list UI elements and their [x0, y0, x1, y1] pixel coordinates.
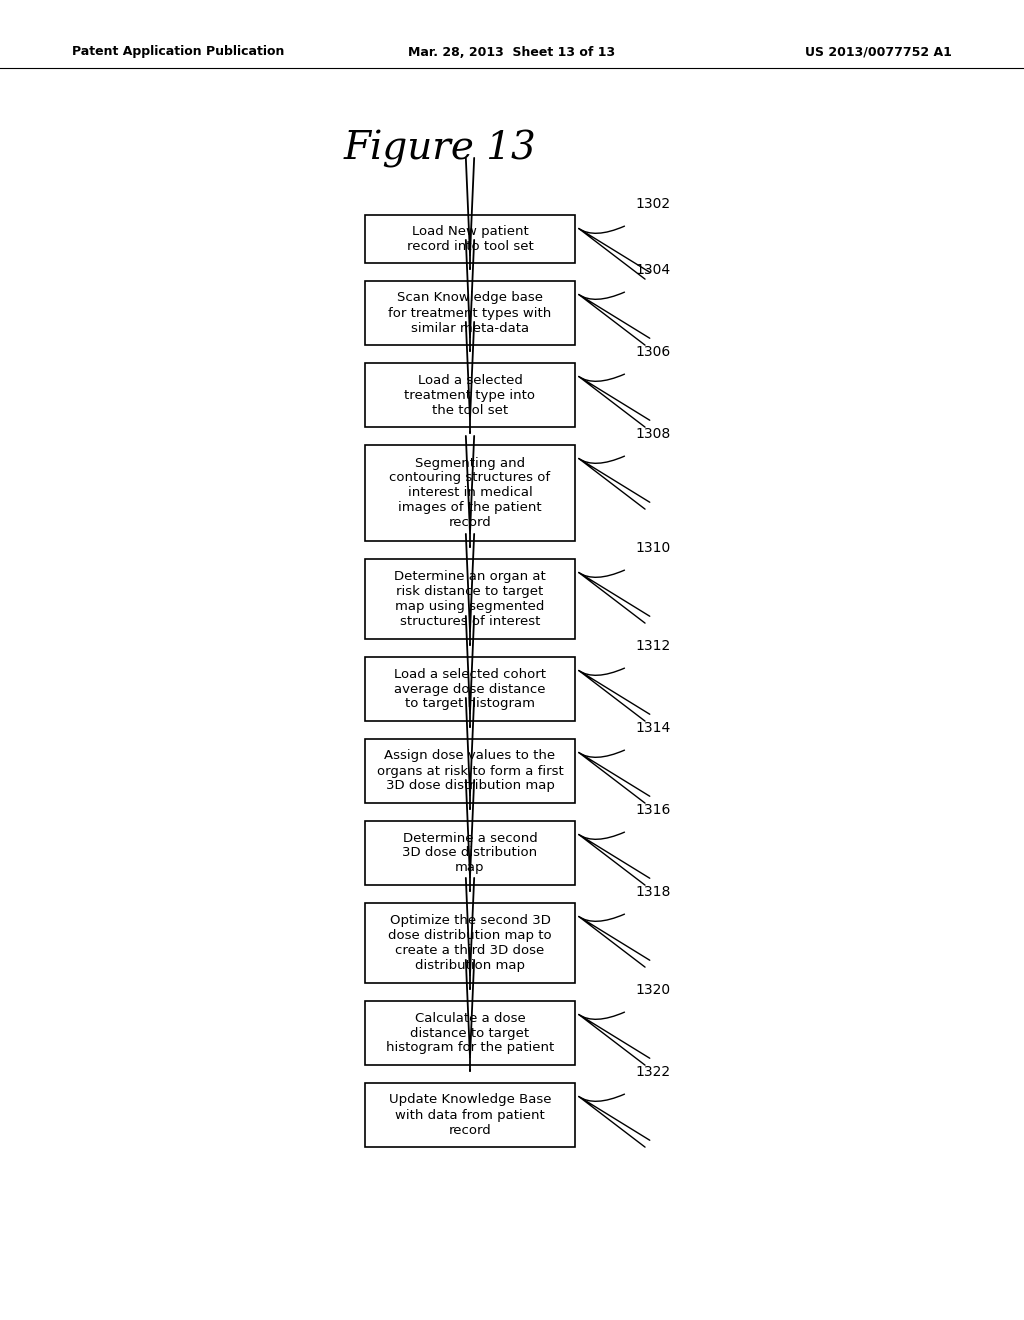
Bar: [365, 1082, 575, 1147]
Text: Determine an organ at
risk distance to target
map using segmented
structures of : Determine an organ at risk distance to t…: [394, 570, 546, 628]
Text: 1320: 1320: [635, 983, 670, 997]
Text: Patent Application Publication: Patent Application Publication: [72, 45, 285, 58]
Text: 1314: 1314: [635, 721, 671, 735]
Text: 1308: 1308: [635, 426, 671, 441]
Text: Mar. 28, 2013  Sheet 13 of 13: Mar. 28, 2013 Sheet 13 of 13: [409, 45, 615, 58]
Bar: [365, 363, 575, 426]
Text: Load a selected cohort
average dose distance
to target histogram: Load a selected cohort average dose dist…: [394, 668, 546, 710]
Text: 1312: 1312: [635, 639, 671, 653]
Text: US 2013/0077752 A1: US 2013/0077752 A1: [805, 45, 952, 58]
Text: Assign dose values to the
organs at risk to form a first
3D dose distribution ma: Assign dose values to the organs at risk…: [377, 750, 563, 792]
Text: Figure 13: Figure 13: [344, 129, 537, 168]
Text: 1318: 1318: [635, 884, 671, 899]
Text: 1322: 1322: [635, 1065, 670, 1078]
Text: Segmenting and
contouring structures of
interest in medical
images of the patien: Segmenting and contouring structures of …: [389, 457, 551, 529]
Bar: [365, 903, 575, 983]
Text: 1310: 1310: [635, 541, 671, 554]
Text: Load New patient
record into tool set: Load New patient record into tool set: [407, 224, 534, 253]
Bar: [365, 558, 575, 639]
Bar: [365, 1001, 575, 1065]
Text: Load a selected
treatment type into
the tool set: Load a selected treatment type into the …: [404, 374, 536, 417]
Text: Optimize the second 3D
dose distribution map to
create a third 3D dose
distribut: Optimize the second 3D dose distribution…: [388, 913, 552, 972]
Text: 1316: 1316: [635, 803, 671, 817]
Text: Update Knowledge Base
with data from patient
record: Update Knowledge Base with data from pat…: [389, 1093, 551, 1137]
Text: Calculate a dose
distance to target
histogram for the patient: Calculate a dose distance to target hist…: [386, 1011, 554, 1055]
Text: 1304: 1304: [635, 263, 670, 277]
Bar: [365, 281, 575, 345]
Text: 1306: 1306: [635, 345, 671, 359]
Bar: [365, 657, 575, 721]
Bar: [365, 445, 575, 541]
Text: Determine a second
3D dose distribution
map: Determine a second 3D dose distribution …: [402, 832, 538, 874]
Bar: [365, 821, 575, 884]
Bar: [365, 739, 575, 803]
Bar: [365, 215, 575, 263]
Text: 1302: 1302: [635, 197, 670, 211]
Text: Scan Knowledge base
for treatment types with
similar meta-data: Scan Knowledge base for treatment types …: [388, 292, 552, 334]
